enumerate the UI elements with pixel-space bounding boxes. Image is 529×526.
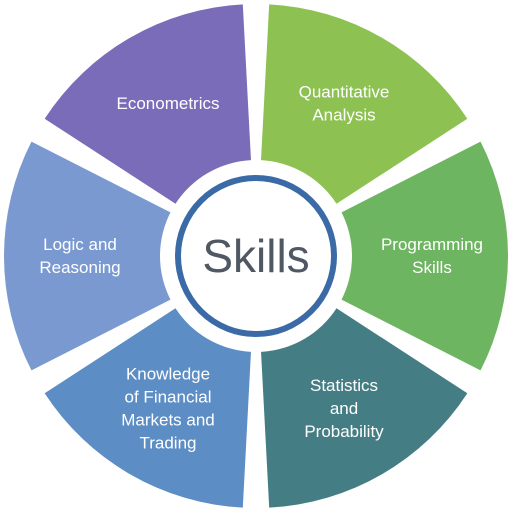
- segment-label-quantitative-analysis: Quantitative Analysis: [299, 83, 390, 125]
- segment-statistics-and-probability: [261, 308, 468, 508]
- segment-programming-skills: [341, 141, 508, 371]
- segment-label-line: Logic and: [43, 235, 117, 254]
- center-ring: [175, 175, 337, 337]
- segment-label-line: Econometrics: [117, 94, 220, 113]
- segment-label-line: of Financial: [125, 387, 212, 406]
- segment-econometrics: [44, 4, 251, 204]
- segment-label-line: and: [330, 399, 358, 418]
- segment-labels-group: Quantitative Analysis Programming Skills Sta…: [39, 83, 483, 453]
- segment-label-line: Programming: [381, 235, 483, 254]
- segment-quantitative-analysis: [261, 4, 468, 204]
- center-circle-background: [173, 173, 339, 339]
- segment-label-line: Quantitative: [299, 83, 390, 102]
- segment-label-logic-and-reasoning: Logic and Reasoning: [39, 235, 120, 277]
- segment-label-line: Skills: [412, 258, 452, 277]
- segment-label-programming-skills: Programming Skills: [381, 235, 483, 277]
- segment-label-econometrics: Econometrics: [117, 94, 220, 113]
- center-hub: Skills: [173, 173, 339, 339]
- segment-label-line: Markets and: [121, 410, 215, 429]
- segment-label-knowledge-of-financial-markets-and-trading: Knowledge of Financial Markets and Trading: [121, 364, 215, 452]
- segments-group: [4, 4, 508, 508]
- segment-label-statistics-and-probability: Statistics and Probability: [304, 376, 384, 441]
- segment-label-line: Trading: [139, 433, 196, 452]
- segment-label-line: Statistics: [310, 376, 378, 395]
- center-title: Skills: [202, 230, 309, 282]
- segment-label-line: Probability: [304, 422, 384, 441]
- segment-label-line: Analysis: [312, 106, 375, 125]
- segment-label-line: Knowledge: [126, 364, 210, 383]
- segment-knowledge-of-financial-markets-and-trading: [44, 308, 251, 508]
- segment-logic-and-reasoning: [4, 141, 171, 371]
- segment-label-line: Reasoning: [39, 258, 120, 277]
